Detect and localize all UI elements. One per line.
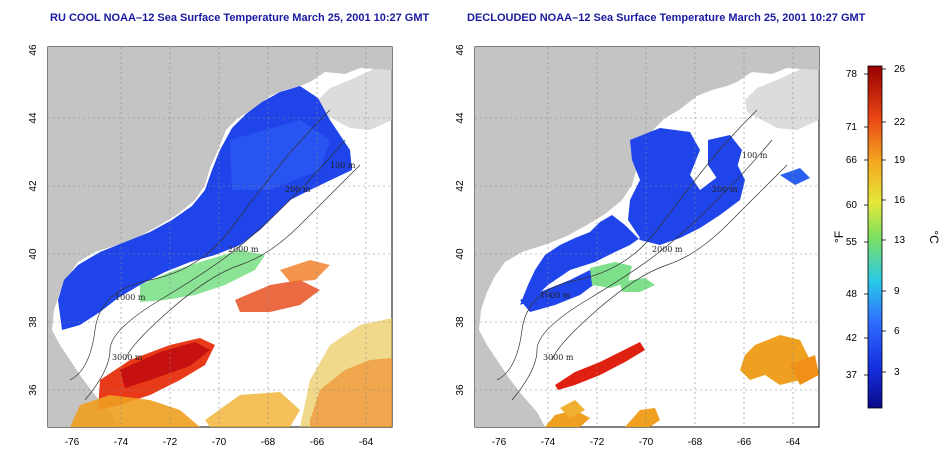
lat-lon-grid: [48, 47, 392, 427]
lon-tick-label: -66: [737, 437, 752, 448]
lat-tick-label: 42: [28, 180, 39, 192]
lat-tick-label: 36: [28, 384, 39, 396]
lon-tick-label: -68: [688, 437, 703, 448]
fahrenheit-tick: 78: [846, 69, 858, 80]
contour-label: 1000 m: [540, 291, 571, 300]
celsius-unit: °C: [927, 230, 941, 244]
lon-tick-label: -64: [786, 437, 801, 448]
lon-tick-label: -72: [590, 437, 605, 448]
fahrenheit-tick: 71: [846, 122, 858, 133]
lon-tick-label: -68: [261, 437, 276, 448]
contour-label: 3000 m: [543, 353, 574, 362]
left-map: 100 m 200 m 2000 m 3000 m 1000 m -76 -74…: [28, 44, 393, 448]
fahrenheit-tick: 55: [846, 237, 858, 248]
land-mass: [48, 47, 392, 427]
celsius-tick: 19: [894, 155, 906, 166]
lat-tick-label: 46: [28, 44, 39, 56]
left-map-title: RU COOL NOAA–12 Sea Surface Temperature …: [50, 12, 430, 24]
lat-tick-label: 40: [455, 248, 466, 260]
lat-tick-label: 42: [455, 180, 466, 192]
celsius-tick: 3: [894, 367, 900, 378]
lon-tick-label: -76: [492, 437, 507, 448]
shelf-slope-band: [140, 250, 265, 302]
lon-tick-label: -74: [114, 437, 129, 448]
lat-tick-label: 36: [455, 384, 466, 396]
celsius-tick: 9: [894, 286, 900, 297]
contour-label: 100 m: [742, 151, 768, 160]
contour-label: 200 m: [712, 185, 738, 194]
lat-tick-label: 40: [28, 248, 39, 260]
lon-tick-label: -70: [212, 437, 227, 448]
celsius-tick: 26: [894, 64, 906, 75]
lat-tick-label: 38: [455, 316, 466, 328]
cold-water-region: [520, 128, 745, 305]
contour-label: 2000 m: [652, 245, 683, 254]
lat-tick-label: 44: [28, 112, 39, 124]
fahrenheit-unit: °F: [832, 231, 846, 243]
lon-tick-label: -70: [639, 437, 654, 448]
celsius-tick: 13: [894, 235, 906, 246]
warm-patch: [545, 410, 590, 427]
shelf-slope-band: [590, 262, 632, 288]
contour-label: 2000 m: [228, 245, 259, 254]
lon-tick-label: -76: [65, 437, 80, 448]
lat-tick-label: 44: [455, 112, 466, 124]
right-map-title: DECLOUDED NOAA–12 Sea Surface Temperatur…: [467, 12, 866, 24]
temperature-colorbar: 78 71 66 60 55 48 42 37 26 22 19 16 13 9…: [832, 64, 941, 409]
celsius-tick: 22: [894, 117, 906, 128]
contour-label: 100 m: [330, 161, 356, 170]
right-map: 100 m 200 m 2000 m 3000 m 1000 m -76 -74…: [455, 44, 820, 448]
lat-tick-label: 46: [455, 44, 466, 56]
land-mass: [475, 47, 819, 427]
lat-lon-grid: [475, 47, 819, 427]
fahrenheit-tick: 60: [846, 200, 858, 211]
fahrenheit-tick: 66: [846, 155, 858, 166]
nova-scotia: [318, 47, 392, 130]
lon-tick-label: -72: [163, 437, 178, 448]
lat-tick-label: 38: [28, 316, 39, 328]
contour-label: 200 m: [285, 185, 311, 194]
nova-scotia: [745, 47, 819, 130]
fahrenheit-tick: 37: [846, 370, 858, 381]
lon-tick-label: -66: [310, 437, 325, 448]
fahrenheit-tick: 48: [846, 289, 858, 300]
contour-label: 1000 m: [115, 293, 146, 302]
celsius-tick: 6: [894, 326, 900, 337]
fahrenheit-tick: 42: [846, 333, 858, 344]
lon-tick-label: -64: [359, 437, 374, 448]
lon-tick-label: -74: [541, 437, 556, 448]
gulf-stream-right: [555, 342, 645, 390]
contour-label: 3000 m: [112, 353, 143, 362]
celsius-tick: 16: [894, 195, 906, 206]
